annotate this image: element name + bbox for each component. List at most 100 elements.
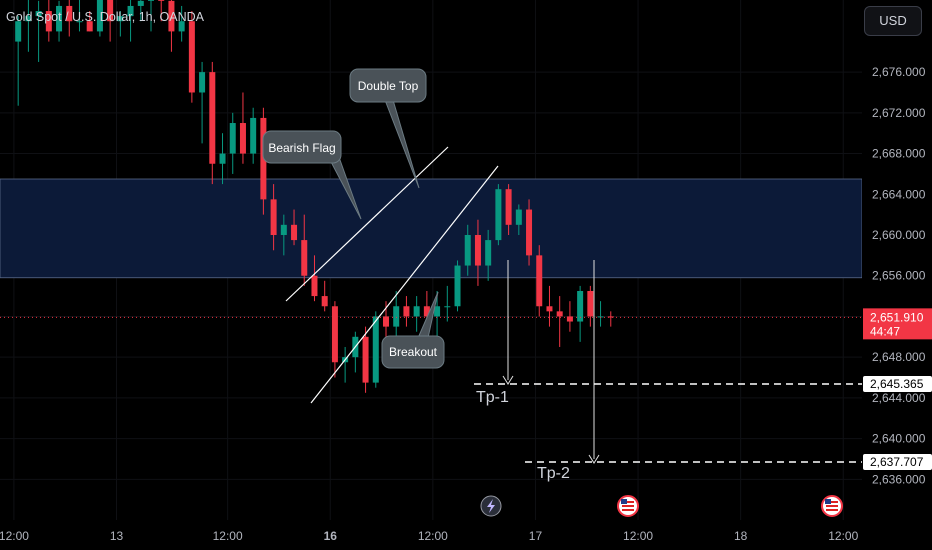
candle-body [250,117,257,154]
svg-text:Bearish Flag: Bearish Flag [268,141,335,155]
x-tick-label: 12:00 [0,529,29,543]
candle-body [464,235,471,266]
candle-body [158,0,165,1]
symbol-title: Gold Spot / U.S. Dollar, 1h, OANDA [6,10,204,24]
candle-body [127,5,134,17]
callout-bearish-flag: Bearish Flag [262,130,362,220]
candle-body [546,306,553,312]
candle-body [566,316,573,322]
candle-body [413,306,420,317]
y-tick-label: 2,672.000 [872,106,926,120]
candle-body [403,306,410,317]
candle-body [209,72,216,164]
candle-body [372,316,379,383]
candle-body [515,209,522,225]
target-price-tag [863,375,932,392]
current-price-tag [863,308,932,340]
candle-body [66,5,73,22]
lightning-event-icon[interactable] [480,495,502,517]
callout-double-top: Double Top [349,68,427,189]
candle-body [229,123,236,154]
currency-button[interactable]: USD [864,6,922,36]
tp2-label: Tp-2 [537,465,570,482]
candle-body [56,5,63,32]
flag-upper-line [285,146,449,302]
y-tick-label: 2,660.000 [872,228,926,242]
candle-body [168,0,175,32]
resistance-zone [0,178,862,279]
candle-body [35,11,42,17]
time-axis[interactable]: 12:00 13 12:00 16 12:00 17 12:00 18 12:00 [0,529,859,543]
x-tick-label: 12:00 [623,529,653,543]
tp1-label: Tp-1 [476,389,509,406]
y-tick-label: 2,636.000 [872,472,926,486]
candle-body [270,199,277,235]
candle-body [147,0,154,1]
x-tick-label: 12:00 [828,529,858,543]
y-tick-label: 2,656.000 [872,269,926,283]
candle-body [219,153,226,164]
x-tick-label: 16 [324,529,338,543]
event-markers [480,495,843,517]
us-flag-event-icon[interactable] [821,495,843,517]
candle-body [505,189,512,225]
y-tick-label: 2,644.000 [872,391,926,405]
candle-body [444,306,451,308]
tp2-arrow-head [588,454,600,464]
candle-body [587,290,594,317]
candle-body [556,311,563,317]
candle-body [96,0,103,32]
x-tick-label: 17 [529,529,543,543]
us-flag-event-icon[interactable] [617,495,639,517]
x-tick-label: 13 [110,529,124,543]
candle-body [536,255,543,307]
candle-body [137,0,144,6]
candle-body [45,11,52,32]
target-price-value: 2,645.365 [870,377,924,391]
candle-body [382,316,389,327]
candle-body [86,21,93,32]
bar-countdown: 44:47 [870,324,900,338]
current-price-value: 2,651.910 [870,310,924,324]
candle-body [178,21,185,32]
y-tick-label: 2,668.000 [872,147,926,161]
candle-body [311,275,318,297]
y-tick-label: 2,676.000 [872,65,926,79]
candle-body [474,235,481,266]
candle-body [331,306,338,363]
callout-breakout: Breakout [381,291,445,369]
target-price-tag [863,453,932,470]
y-tick-label: 2,640.000 [872,432,926,446]
candle-body [577,290,584,322]
candle-body [301,240,308,276]
candle-body [76,21,83,23]
candle-body [239,123,246,154]
x-tick-label: 12:00 [418,529,448,543]
target-price-value: 2,637.707 [870,455,924,469]
y-tick-label: 2,648.000 [872,350,926,364]
svg-text:Breakout: Breakout [389,345,438,359]
candle-body [321,296,328,307]
candle-body [526,209,533,256]
candle-body [393,306,400,327]
candle-body [188,21,195,93]
y-tick-label: 2,664.000 [872,187,926,201]
candle-body [199,72,206,93]
candle-body [15,21,22,42]
candle-body [485,240,492,266]
flag-lower-line [310,165,499,404]
drawings: Tp-1 Tp-2 [285,146,862,482]
candle-body [607,316,614,318]
candle-body [423,306,430,317]
candle-body [495,189,502,241]
x-tick-label: 18 [734,529,748,543]
candle-body [362,336,369,383]
tp1-arrow-head [502,375,514,385]
candle-body [454,265,461,307]
candle-body [25,16,32,22]
candle-body [280,224,287,235]
candle-body [107,0,114,22]
svg-text:Double Top: Double Top [358,79,419,93]
